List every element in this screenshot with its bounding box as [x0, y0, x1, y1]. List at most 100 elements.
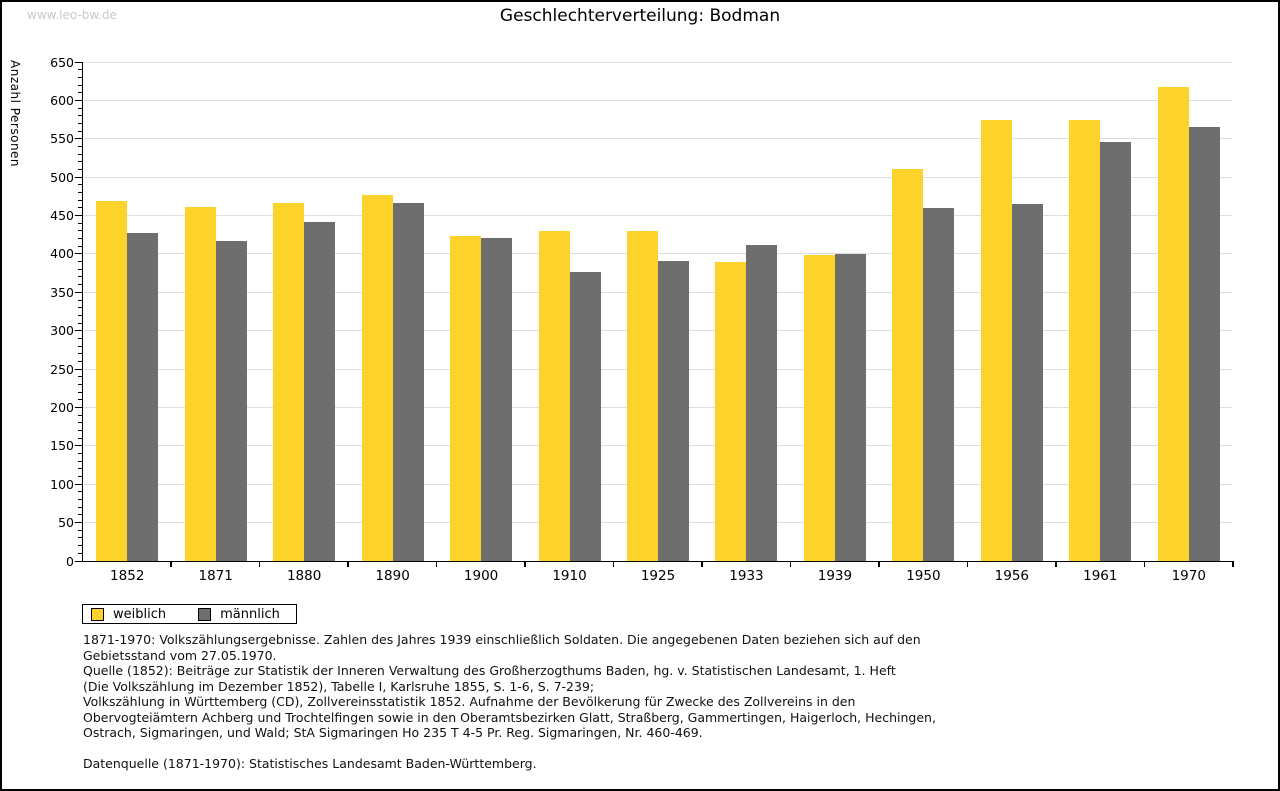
- datasource-line: Datenquelle (1871-1970): Statistisches L…: [83, 755, 537, 771]
- x-tick-11: [1055, 561, 1057, 567]
- y-tick-310: [78, 322, 83, 324]
- y-tick-500: [75, 176, 83, 178]
- y-tick-300: [75, 330, 83, 332]
- chart-title: Geschlechterverteilung: Bodman: [499, 6, 781, 26]
- y-tick-230: [78, 383, 83, 385]
- y-tick-label-450: 450: [50, 208, 74, 224]
- y-tick-350: [75, 291, 83, 293]
- legend-label-maennlich: männlich: [220, 606, 280, 622]
- x-category-label-1852: 1852: [110, 568, 145, 584]
- x-tick-9: [878, 561, 880, 567]
- x-category-label-1933: 1933: [729, 568, 764, 584]
- y-tick-340: [78, 299, 83, 301]
- y-tick-label-500: 500: [50, 169, 74, 185]
- y-tick-20: [78, 545, 83, 547]
- bar-weiblich-1939: [803, 255, 835, 561]
- footnote-line: Obervogteiämtern Achberg und Trochtelfin…: [83, 709, 936, 725]
- y-tick-450: [75, 215, 83, 217]
- y-tick-0: [75, 560, 83, 562]
- bar-weiblich-1880: [273, 203, 305, 561]
- footnote-line: Ostrach, Sigmaringen, und Wald; StA Sigm…: [83, 725, 703, 740]
- y-tick-110: [78, 476, 83, 478]
- bar-männlich-1939: [834, 253, 866, 561]
- y-tick-390: [78, 261, 83, 263]
- legend-swatch-weiblich: [91, 607, 104, 621]
- y-tick-50: [75, 522, 83, 524]
- y-tick-label-100: 100: [50, 476, 74, 492]
- x-tick-1: [170, 561, 172, 567]
- y-tick-570: [78, 122, 83, 124]
- x-tick-5: [524, 561, 526, 567]
- bar-männlich-1970: [1188, 127, 1220, 561]
- y-tick-200: [75, 406, 83, 408]
- y-tick-530: [78, 153, 83, 155]
- footnote-block: 1871-1970: Volkszählungsergebnisse. Zahl…: [83, 632, 1203, 771]
- y-tick-170: [78, 430, 83, 431]
- x-category-label-1910: 1910: [552, 568, 587, 584]
- y-tick-400: [75, 253, 83, 255]
- x-category-label-1925: 1925: [640, 568, 676, 584]
- y-tick-130: [78, 460, 83, 462]
- x-tick-12: [1143, 561, 1146, 567]
- bar-weiblich-1925: [627, 230, 658, 561]
- y-tick-150: [75, 445, 83, 447]
- y-tick-label-600: 600: [50, 92, 74, 108]
- y-tick-370: [78, 276, 83, 278]
- y-tick-430: [78, 230, 83, 232]
- y-tick-600: [75, 99, 83, 101]
- y-tick-label-200: 200: [50, 399, 74, 415]
- y-tick-label-0: 0: [66, 553, 74, 569]
- y-tick-120: [78, 468, 83, 470]
- bar-weiblich-1900: [450, 235, 482, 561]
- footnote-line: 1871-1970: Volkszählungsergebnisse. Zahl…: [83, 632, 921, 647]
- y-tick-70: [78, 506, 83, 508]
- footnote-line: (Die Volkszählung im Dezember 1852), Tab…: [83, 678, 595, 694]
- x-category-label-1890: 1890: [375, 568, 410, 584]
- x-category-label-1950: 1950: [906, 568, 941, 584]
- footnote-spacer: [83, 741, 1203, 756]
- y-tick-250: [75, 368, 83, 370]
- y-gridline-500: [83, 176, 1232, 178]
- x-tick-13: [1232, 561, 1234, 567]
- bar-weiblich-1852: [96, 200, 128, 561]
- y-tick-260: [78, 360, 83, 362]
- x-tick-2: [258, 561, 261, 567]
- bar-weiblich-1890: [361, 194, 393, 561]
- bar-weiblich-1933: [715, 262, 747, 561]
- y-tick-320: [78, 314, 83, 316]
- y-tick-label-300: 300: [50, 323, 74, 339]
- y-tick-610: [78, 92, 83, 94]
- bar-männlich-1910: [569, 272, 601, 561]
- y-tick-10: [78, 552, 83, 554]
- y-tick-510: [78, 168, 83, 170]
- bar-weiblich-1970: [1157, 86, 1189, 561]
- y-axis-label: Anzahl Personen: [8, 60, 22, 168]
- x-tick-6: [612, 561, 615, 567]
- bar-männlich-1950: [923, 207, 955, 561]
- y-tick-650: [75, 61, 83, 63]
- y-tick-label-50: 50: [58, 515, 74, 531]
- legend-swatch-maennlich: [198, 607, 212, 621]
- bar-männlich-1925: [658, 260, 689, 561]
- y-tick-160: [78, 437, 83, 439]
- y-tick-90: [78, 491, 83, 493]
- y-tick-330: [78, 307, 83, 309]
- x-tick-4: [435, 561, 438, 567]
- y-tick-280: [78, 345, 83, 347]
- y-tick-30: [78, 537, 83, 539]
- bar-weiblich-1961: [1069, 120, 1101, 561]
- y-tick-520: [78, 161, 83, 163]
- y-tick-180: [78, 422, 83, 424]
- bar-männlich-1890: [392, 203, 424, 561]
- site-watermark: www.leo-bw.de: [27, 8, 117, 22]
- footnote-line: Volkszählung in Württemberg (CD), Zollve…: [83, 694, 856, 709]
- y-tick-label-550: 550: [50, 131, 74, 147]
- x-category-label-1956: 1956: [994, 568, 1030, 584]
- y-tick-210: [78, 399, 83, 401]
- bar-männlich-1933: [746, 244, 778, 561]
- y-tick-560: [78, 130, 83, 132]
- x-category-label-1961: 1961: [1083, 568, 1118, 584]
- y-gridline-550: [83, 138, 1232, 140]
- y-tick-380: [78, 268, 83, 270]
